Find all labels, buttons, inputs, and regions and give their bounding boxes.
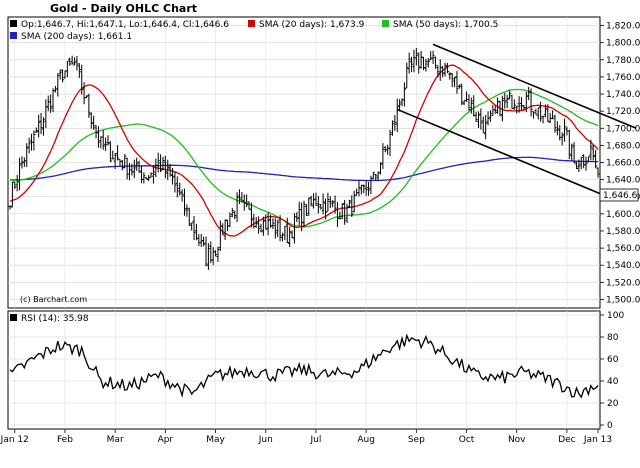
- month-label: Sep: [408, 435, 425, 445]
- price-tick-label: 1,760.0: [606, 73, 640, 83]
- month-label: Nov: [508, 435, 526, 445]
- month-axis-labels: Jan 12 Feb Mar Apr May Jun Jul Aug Sep Oct Nov Dec J…: [0, 429, 612, 445]
- legend-sma-50: SMA (50 days): 1,700.5: [393, 20, 498, 30]
- price-tick-label: 1,700.0: [606, 124, 640, 134]
- last-price-label: 1,646.6: [603, 191, 638, 201]
- month-label: Feb: [57, 435, 73, 445]
- trend-line: [432, 43, 637, 130]
- price-tick-label: 1,780.0: [606, 56, 640, 66]
- price-tick-label: 1,580.0: [606, 227, 640, 237]
- copyright-label: (c) Barchart.com: [20, 295, 87, 304]
- legend-sma-20: SMA (20 days): 1,673.9: [259, 20, 365, 30]
- month-label: Jul: [310, 435, 322, 445]
- legend-sma-200: SMA (200 days): 1,661.1: [21, 32, 132, 42]
- rsi-tick-label: 0: [607, 421, 613, 431]
- month-label: Jan 13: [583, 435, 612, 445]
- rsi-legend-label: RSI (14): 35.98: [21, 314, 89, 324]
- month-label: May: [206, 435, 225, 445]
- rsi-tick-label: 60: [607, 355, 619, 365]
- sma-200-line: [10, 156, 598, 182]
- price-tick-label: 1,740.0: [606, 90, 640, 100]
- last-price-box: [599, 188, 639, 202]
- price-tick-label: 1,680.0: [606, 141, 640, 151]
- legend-ohlc-values: Op:1,646.7, Hi:1,647.1, Lo:1,646.4, Cl:1…: [21, 20, 229, 30]
- price-tick-label: 1,500.0: [606, 295, 640, 305]
- price-tick-label: 1,520.0: [606, 278, 640, 288]
- price-tick-label: 1,560.0: [606, 244, 640, 254]
- price-tick-label: 1,800.0: [606, 39, 640, 49]
- ohlc-bars: [8, 47, 600, 270]
- rsi-path: [9, 333, 599, 399]
- rsi-tick-label: 100: [607, 311, 624, 321]
- rsi-gridlines: [8, 311, 600, 429]
- rsi-tick-label: 20: [607, 399, 619, 409]
- price-tick-label: 1,820.0: [606, 22, 640, 32]
- month-label: Dec: [558, 435, 575, 445]
- sma-200-path: [10, 156, 598, 182]
- rsi-tick-label: 80: [607, 333, 619, 343]
- month-label: Jan 12: [0, 435, 29, 445]
- month-label: Oct: [459, 435, 475, 445]
- legend: Op:1,646.7, Hi:1,647.1, Lo:1,646.4, Cl:1…: [10, 20, 498, 42]
- price-tick-label: 1,640.0: [606, 176, 640, 186]
- trend-line: [396, 108, 608, 198]
- trend-lines: [396, 43, 637, 198]
- chart-title: Gold - Daily OHLC Chart: [50, 2, 197, 15]
- price-axis-ticks: 1,820.0 1,800.0 1,780.0 1,760.0 1,740.0 1,720…: [600, 22, 640, 305]
- rsi-tick-label: 40: [607, 377, 619, 387]
- rsi-legend-swatch: [10, 314, 17, 321]
- month-label: Aug: [357, 435, 375, 445]
- price-tick-label: 1,540.0: [606, 261, 640, 271]
- price-tick-label: 1,720.0: [606, 107, 640, 117]
- month-label: Apr: [158, 435, 174, 445]
- legend-swatch-sma20: [248, 20, 255, 27]
- last-price-marker: 1,646.6: [599, 188, 639, 202]
- legend-swatch-sma50: [382, 20, 389, 27]
- rsi-axis-ticks: 100 80 60 40 20 0: [600, 311, 624, 431]
- month-label: Jun: [258, 435, 273, 445]
- price-tick-label: 1,600.0: [606, 210, 640, 220]
- rsi-panel-frame: [7, 310, 601, 430]
- month-label: Mar: [107, 435, 124, 445]
- legend-swatch-ohlc: [10, 20, 17, 27]
- price-tick-label: 1,660.0: [606, 159, 640, 169]
- legend-swatch-sma200: [10, 32, 17, 39]
- rsi-line: [9, 333, 599, 399]
